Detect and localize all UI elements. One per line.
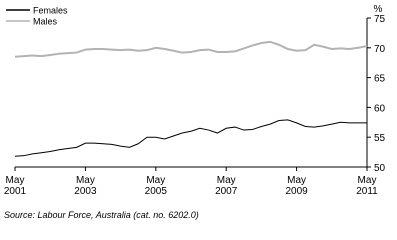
x-tick-label: May 2011 — [356, 175, 378, 197]
y-axis-label: % — [374, 4, 383, 15]
source-note: Source: Labour Force, Australia (cat. no… — [4, 210, 199, 220]
legend-label: Females — [33, 6, 68, 16]
x-tick-label: May 2009 — [285, 175, 308, 197]
y-tick-label: 75 — [374, 14, 386, 25]
legend-label: Males — [33, 17, 58, 27]
x-tick-label: May 2007 — [215, 175, 238, 197]
x-tick-label: May 2001 — [4, 175, 27, 197]
x-tick-label: May 2003 — [74, 175, 97, 197]
line-series — [14, 40, 368, 58]
y-tick-label: 70 — [374, 44, 386, 55]
line-series — [14, 119, 367, 157]
chart: % Source: Labour Force, Australia (cat. … — [4, 4, 386, 220]
page: % Source: Labour Force, Australia (cat. … — [3, 4, 386, 220]
y-tick-label: 65 — [374, 74, 386, 85]
y-tick-label: 50 — [374, 163, 386, 174]
y-tick-label: 60 — [374, 103, 386, 114]
y-tick-label: 55 — [374, 133, 386, 144]
x-tick-label: May 2005 — [145, 175, 168, 197]
